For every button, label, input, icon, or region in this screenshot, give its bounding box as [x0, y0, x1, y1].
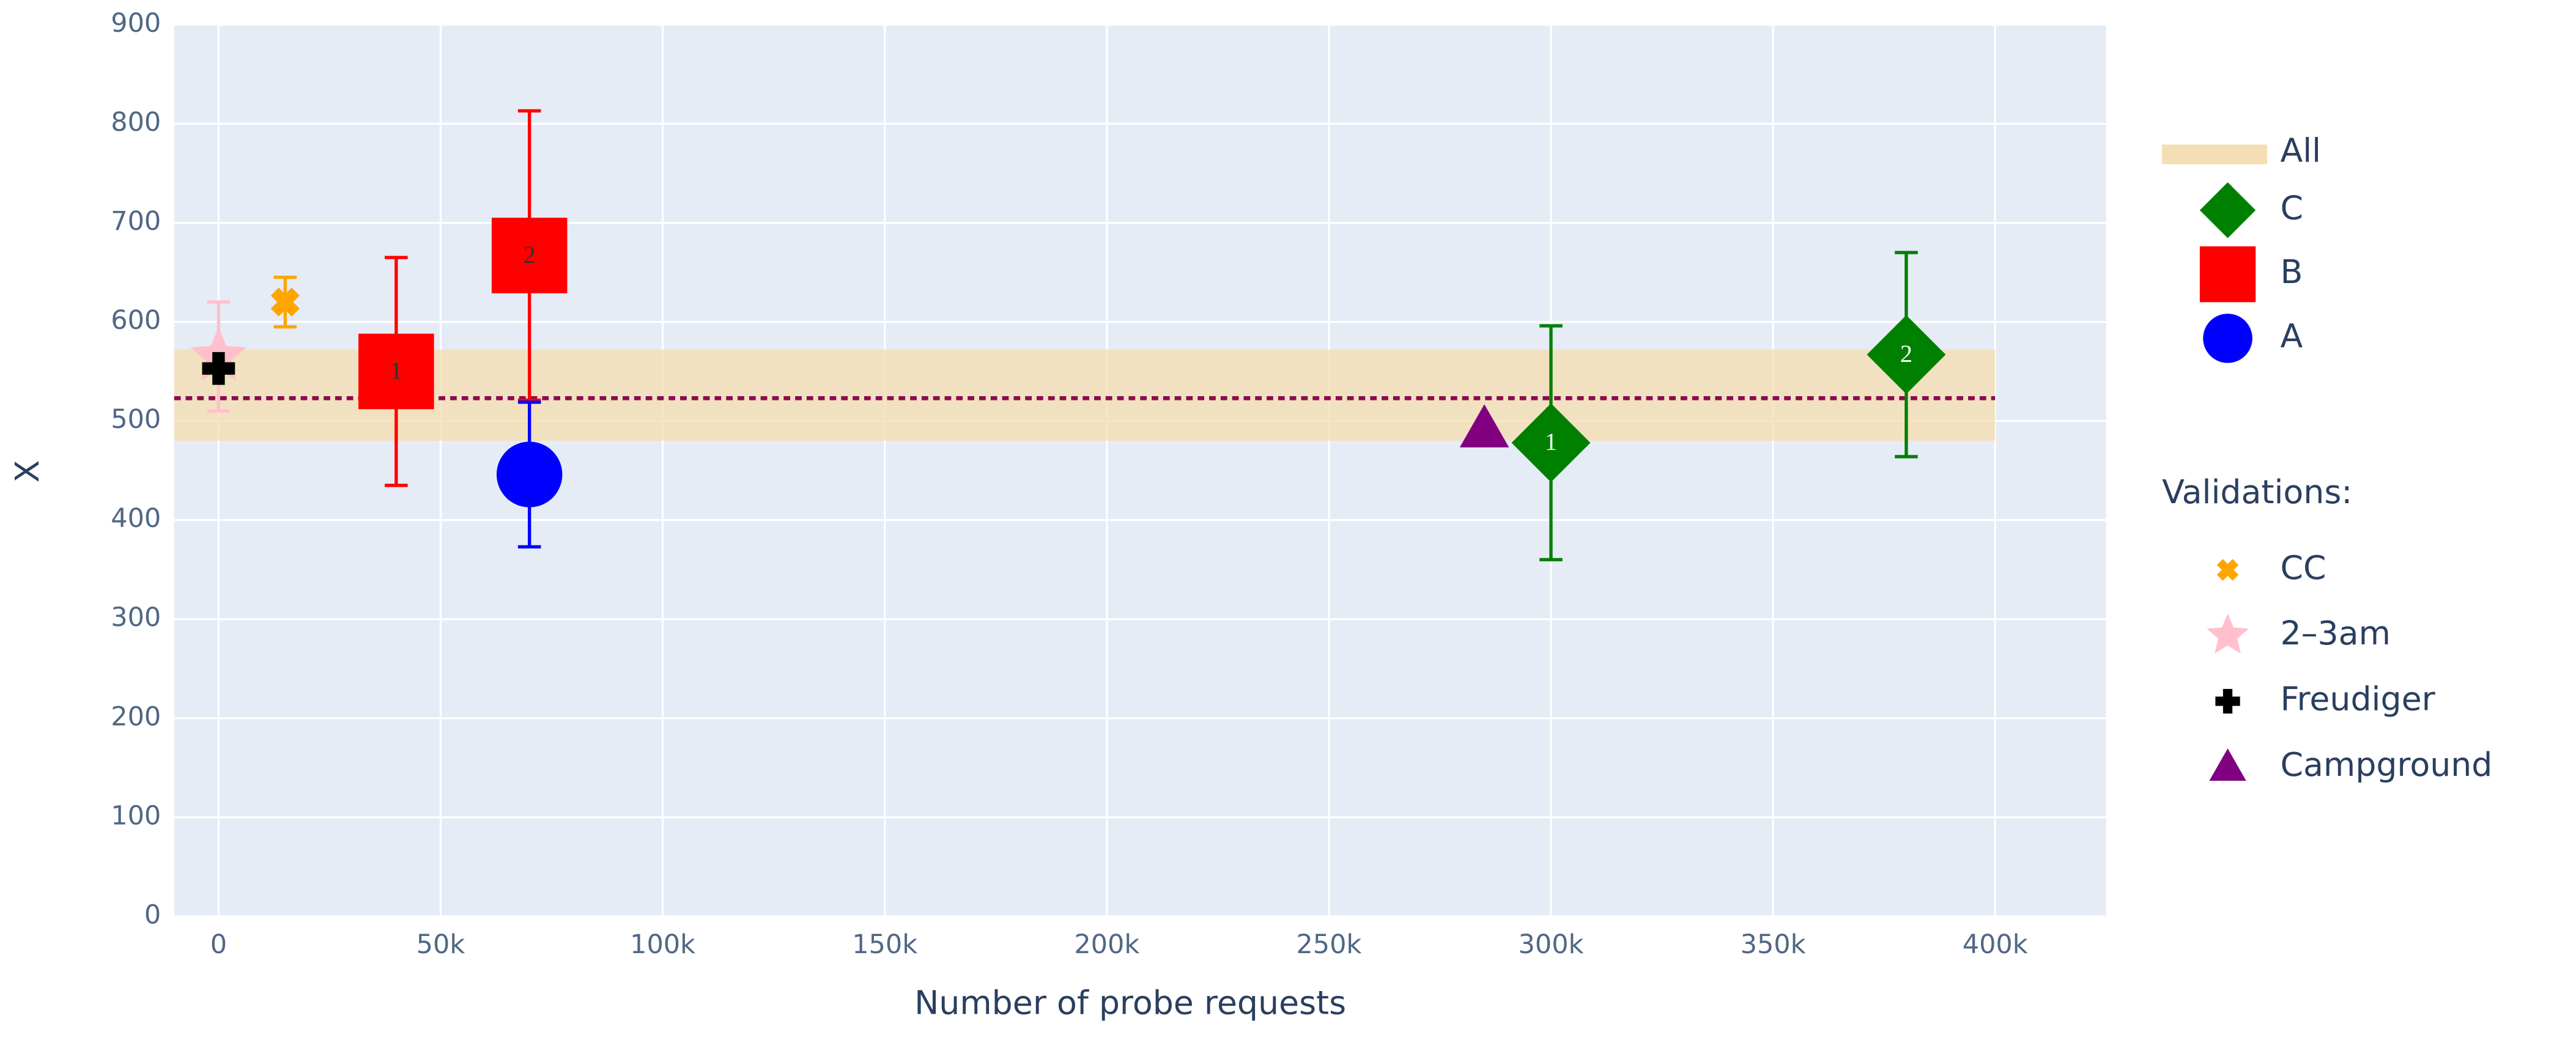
x-tick-label: 50k: [416, 929, 465, 960]
y-tick-label: 700: [111, 206, 161, 237]
plot-area: [174, 24, 2106, 916]
legend-label: C: [2280, 188, 2303, 227]
legend-label: Freudiger: [2280, 680, 2435, 718]
marker: [270, 287, 300, 317]
x-tick-label: 100k: [630, 929, 695, 960]
legend-marker: [2207, 613, 2249, 654]
y-tick-label: 800: [111, 107, 161, 138]
legend-label: All: [2280, 131, 2321, 169]
y-tick-label: 100: [111, 800, 161, 831]
marker: [1459, 404, 1509, 448]
x-axis-title: Number of probe requests: [914, 984, 1346, 1022]
marker: [358, 333, 434, 410]
x-tick-label: 150k: [852, 929, 917, 960]
marker-label: 2: [1900, 340, 1912, 367]
legend-marker: [2209, 748, 2246, 781]
legend-label: Campground: [2280, 745, 2492, 784]
marker: [202, 352, 235, 385]
x-tick-label: 250k: [1296, 929, 1361, 960]
legend-marker: [2216, 559, 2239, 581]
y-tick-label: 300: [111, 602, 161, 633]
x-tick-label: 0: [210, 929, 227, 960]
legend-swatch: [2162, 144, 2267, 164]
legend-label: B: [2280, 252, 2303, 291]
x-tick-label: 200k: [1074, 929, 1139, 960]
y-axis-title: X: [8, 460, 46, 483]
legend-label: 2–3am: [2280, 614, 2390, 652]
y-tick-label: 600: [111, 305, 161, 336]
marker: [496, 441, 563, 507]
x-tick-label: 400k: [1963, 929, 2028, 960]
y-tick-label: 400: [111, 503, 161, 534]
y-tick-label: 200: [111, 701, 161, 732]
marker-label: 2: [524, 241, 536, 268]
y-tick-label: 0: [144, 899, 161, 930]
y-tick-label: 900: [111, 8, 161, 39]
x-tick-label: 350k: [1741, 929, 1806, 960]
legend-marker: [2203, 314, 2252, 363]
marker-label: 1: [1545, 428, 1557, 455]
legend-marker: [2199, 182, 2256, 238]
legend-label: A: [2280, 317, 2303, 355]
band: [174, 349, 1996, 441]
marker-label: 1: [390, 356, 402, 384]
marker: [1511, 403, 1591, 482]
y-tick-label: 500: [111, 404, 161, 435]
legend-marker: [2199, 246, 2256, 303]
marker: [491, 218, 568, 293]
legend-label: CC: [2280, 548, 2326, 587]
x-tick-label: 300k: [1519, 929, 1584, 960]
legend-title: Validations:: [2162, 473, 2352, 511]
legend-marker: [2215, 688, 2240, 714]
